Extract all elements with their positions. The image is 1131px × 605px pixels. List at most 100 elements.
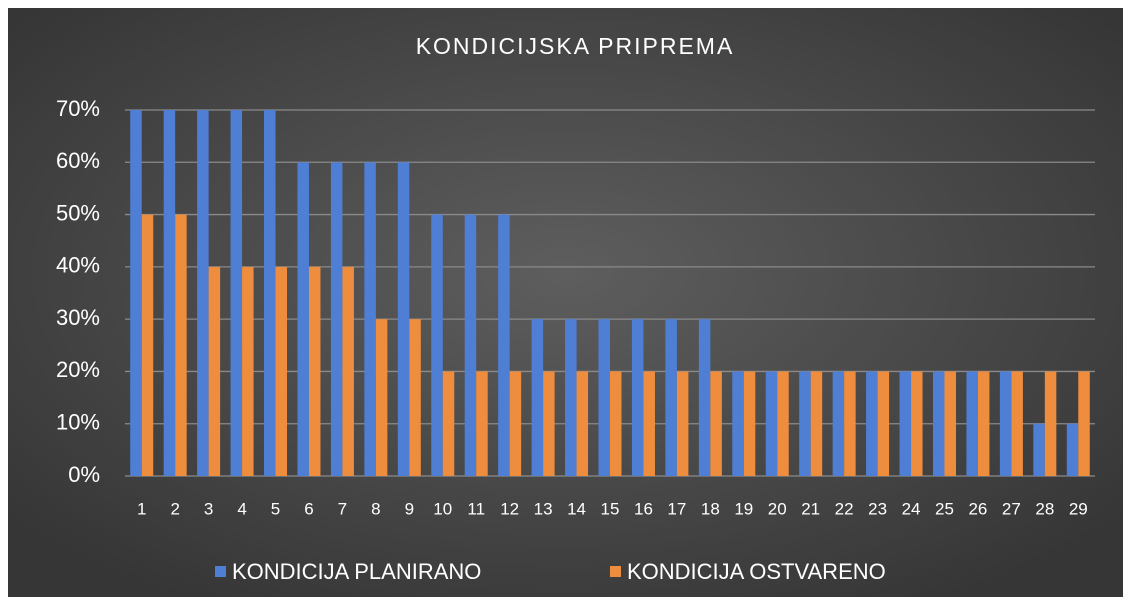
x-tick-label: 3 <box>204 499 213 518</box>
x-tick-label: 18 <box>701 499 720 518</box>
bar <box>375 319 388 476</box>
x-tick-label: 5 <box>271 499 280 518</box>
bar <box>242 266 254 476</box>
bar <box>944 371 956 476</box>
y-tick-label: 60% <box>56 148 100 173</box>
x-tick-label: 22 <box>835 499 854 518</box>
y-tick-label: 50% <box>56 200 100 225</box>
legend-swatch <box>610 566 621 577</box>
x-tick-label: 12 <box>500 499 519 518</box>
x-tick-label: 7 <box>338 499 347 518</box>
bar <box>698 319 711 476</box>
legend-swatch <box>215 566 226 577</box>
bar <box>364 162 376 477</box>
bar <box>230 110 243 476</box>
x-tick-label: 16 <box>634 499 653 518</box>
y-tick-label: 10% <box>56 410 100 435</box>
bar <box>732 371 744 476</box>
bar <box>631 319 644 476</box>
bar <box>665 319 677 476</box>
bar <box>576 371 589 476</box>
x-tick-label: 19 <box>734 499 753 518</box>
x-tick-label: 26 <box>968 499 987 518</box>
y-tick-label: 30% <box>56 305 100 330</box>
bar <box>275 266 288 476</box>
bar <box>197 110 209 476</box>
bar <box>163 110 176 476</box>
bar <box>1033 423 1045 476</box>
bar <box>999 371 1012 476</box>
bar <box>1011 371 1023 476</box>
x-tick-label: 11 <box>467 499 485 518</box>
x-tick-label: 24 <box>902 499 921 518</box>
x-tick-label: 28 <box>1035 499 1054 518</box>
x-tick-label: 17 <box>667 499 686 518</box>
bar <box>1044 371 1057 476</box>
bar <box>710 371 722 476</box>
legend-label: KONDICIJA OSTVARENO <box>627 559 886 584</box>
bar <box>966 371 978 476</box>
bar <box>342 266 354 476</box>
x-tick-label: 13 <box>534 499 553 518</box>
bar <box>175 214 187 477</box>
bar <box>509 371 522 476</box>
bar <box>297 162 309 477</box>
bar <box>643 371 655 476</box>
bar <box>676 371 689 476</box>
bar <box>565 319 577 476</box>
x-tick-label: 21 <box>801 499 820 518</box>
legend-label: KONDICIJA PLANIRANO <box>232 559 481 584</box>
x-tick-label: 2 <box>170 499 179 518</box>
bar <box>476 371 488 476</box>
bar <box>911 371 923 476</box>
bar <box>498 214 510 477</box>
bar <box>1078 371 1090 476</box>
x-tick-label: 15 <box>601 499 620 518</box>
bar <box>743 371 756 476</box>
x-tick-label: 25 <box>935 499 954 518</box>
bar <box>264 110 276 476</box>
y-tick-label: 20% <box>56 357 100 382</box>
bar <box>977 371 990 476</box>
bar <box>899 371 912 476</box>
x-tick-label: 29 <box>1069 499 1088 518</box>
y-tick-label: 70% <box>56 96 100 121</box>
bar <box>799 371 811 476</box>
bar <box>330 162 343 477</box>
bar <box>531 319 544 476</box>
bar <box>442 371 455 476</box>
bar <box>130 110 142 476</box>
bar <box>141 214 154 477</box>
x-tick-label: 6 <box>304 499 313 518</box>
bar <box>1066 423 1079 476</box>
bar <box>932 371 945 476</box>
chart-title: KONDICIJSKA PRIPREMA <box>416 33 735 59</box>
bar <box>866 371 878 476</box>
bar <box>208 266 221 476</box>
bar <box>397 162 410 477</box>
bar <box>464 214 477 477</box>
bar <box>777 371 789 476</box>
bar <box>409 319 421 476</box>
x-tick-label: 1 <box>137 499 146 518</box>
bar <box>543 371 555 476</box>
x-tick-label: 14 <box>567 499 586 518</box>
x-tick-label: 10 <box>433 499 452 518</box>
bar <box>832 371 845 476</box>
y-tick-label: 0% <box>68 462 100 487</box>
x-tick-label: 4 <box>237 499 246 518</box>
x-tick-label: 27 <box>1002 499 1021 518</box>
x-tick-label: 9 <box>405 499 414 518</box>
bar <box>308 266 321 476</box>
bar <box>765 371 778 476</box>
bar <box>598 319 610 476</box>
chart-background <box>8 8 1123 597</box>
y-tick-label: 40% <box>56 253 100 278</box>
x-tick-label: 20 <box>768 499 787 518</box>
bar <box>844 371 856 476</box>
bar <box>810 371 823 476</box>
x-tick-label: 23 <box>868 499 887 518</box>
x-tick-label: 8 <box>371 499 380 518</box>
bar <box>431 214 443 477</box>
